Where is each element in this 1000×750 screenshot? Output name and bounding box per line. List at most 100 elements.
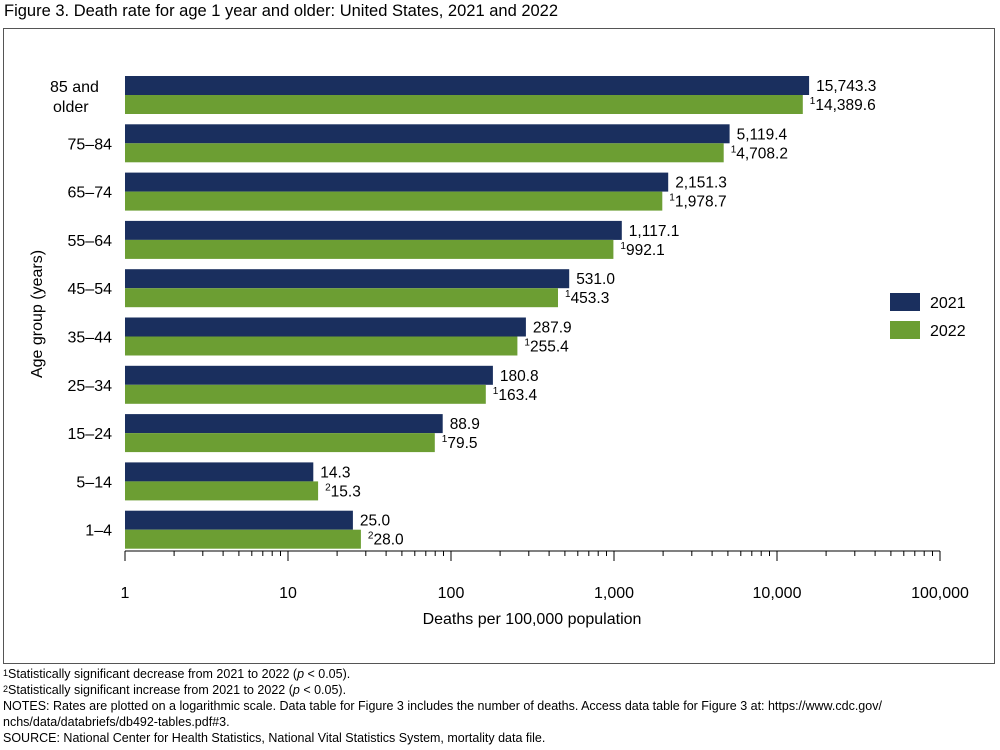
bar-2021-6 bbox=[125, 317, 526, 337]
footnote-1-marker: 1 bbox=[3, 668, 9, 678]
bar-2021-10 bbox=[125, 510, 353, 530]
footnote-marker: 2 bbox=[325, 482, 331, 493]
bar-2022-8 bbox=[125, 433, 435, 453]
bars-layer: 15,743.35,119.42,151.31,117.1531.0287.91… bbox=[125, 76, 876, 549]
data-label-value: 255.4 bbox=[530, 339, 569, 356]
category-label: 35–44 bbox=[68, 330, 113, 347]
footnote-1-text: Statistically significant decrease from … bbox=[8, 667, 298, 681]
category-label: 85 and older bbox=[50, 79, 99, 116]
x-tick-label: 100,000 bbox=[911, 585, 969, 602]
data-label-value: 453.3 bbox=[571, 290, 610, 307]
figure-title: Figure 3. Death rate for age 1 year and … bbox=[4, 2, 559, 20]
data-label-value: 4,708.2 bbox=[736, 145, 788, 162]
y-axis-label: Age group (years) bbox=[29, 250, 46, 378]
bar-2022-2 bbox=[125, 143, 724, 163]
bar-2021-4 bbox=[125, 220, 622, 240]
data-label-2022-1: 114,389.6 bbox=[810, 96, 876, 114]
footnote-marker: 1 bbox=[524, 338, 530, 349]
data-label-2021-5: 531.0 bbox=[576, 271, 615, 288]
data-label-value: 14,389.6 bbox=[815, 97, 875, 114]
footnote-marker: 1 bbox=[620, 241, 626, 252]
category-label: 55–64 bbox=[68, 233, 113, 250]
notes-line-2: nchs/data/databriefs/db492-tables.pdf#3. bbox=[3, 715, 230, 729]
category-label: 65–74 bbox=[68, 185, 113, 202]
data-label-2022-5: 1453.3 bbox=[565, 289, 609, 307]
data-label-value: 992.1 bbox=[626, 242, 665, 259]
category-label-line: 1–4 bbox=[85, 523, 112, 540]
category-label: 45–54 bbox=[68, 281, 113, 298]
bar-2021-7 bbox=[125, 365, 493, 385]
legend-label-2022: 2022 bbox=[930, 323, 966, 340]
notes-line-1: NOTES: Rates are plotted on a logarithmi… bbox=[3, 699, 882, 713]
x-tick-label: 1,000 bbox=[594, 585, 634, 602]
bar-2022-7 bbox=[125, 384, 486, 404]
x-tick-label: 1 bbox=[121, 585, 130, 602]
bar-2021-9 bbox=[125, 462, 314, 482]
x-tick-label: 100 bbox=[438, 585, 465, 602]
category-label: 25–34 bbox=[68, 378, 113, 395]
footnote-marker: 1 bbox=[493, 386, 499, 397]
data-label-2021-10: 25.0 bbox=[360, 513, 391, 530]
legend-swatch-2022 bbox=[890, 321, 920, 339]
chart-frame bbox=[3, 28, 995, 664]
data-label-2022-7: 1163.4 bbox=[493, 386, 538, 404]
category-label-line: 15–24 bbox=[68, 426, 113, 443]
bar-2021-3 bbox=[125, 172, 669, 192]
category-label: 75–84 bbox=[68, 136, 113, 153]
data-label-2021-1: 15,743.3 bbox=[816, 78, 876, 95]
footnote-marker: 1 bbox=[669, 193, 675, 204]
footnote-2-tail: < 0.05). bbox=[299, 683, 347, 697]
footnote-marker: 2 bbox=[368, 531, 374, 542]
footnote-marker: 1 bbox=[810, 96, 816, 107]
footnote-1-p: p bbox=[297, 667, 305, 681]
category-labels: 85 and older 75–84 65–74 55–64 45–54 35–44 25–3… bbox=[50, 79, 112, 540]
data-label-value: 79.5 bbox=[447, 435, 477, 452]
bar-2021-8 bbox=[125, 414, 443, 434]
data-label-2021-8: 88.9 bbox=[450, 416, 480, 433]
footnote-2: 2Statistically significant increase from… bbox=[3, 683, 346, 698]
category-label-line: 65–74 bbox=[68, 185, 113, 202]
data-label-2022-9: 215.3 bbox=[325, 482, 361, 500]
bar-2021-5 bbox=[125, 269, 570, 289]
data-label-value: 1,978.7 bbox=[675, 194, 727, 211]
category-label-line: 55–64 bbox=[68, 233, 113, 250]
data-label-2021-7: 180.8 bbox=[500, 368, 539, 385]
data-label-2022-6: 1255.4 bbox=[524, 338, 569, 356]
data-label-2022-10: 228.0 bbox=[368, 531, 404, 549]
data-label-value: 15.3 bbox=[331, 483, 361, 500]
footnote-marker: 1 bbox=[442, 434, 448, 445]
legend: 2021 2022 bbox=[890, 293, 966, 340]
category-label-line: older bbox=[53, 99, 89, 116]
category-label-line: 85 and bbox=[50, 79, 99, 96]
category-label-line: 5–14 bbox=[76, 474, 112, 491]
footnote-1: 1Statistically significant decrease from… bbox=[3, 667, 350, 682]
category-label: 5–14 bbox=[76, 474, 112, 491]
bar-2022-5 bbox=[125, 288, 558, 308]
bar-2022-6 bbox=[125, 336, 518, 356]
bar-2022-3 bbox=[125, 191, 663, 211]
legend-swatch-2021 bbox=[890, 293, 920, 311]
category-label-line: 25–34 bbox=[68, 378, 113, 395]
data-label-value: 28.0 bbox=[373, 532, 404, 549]
bar-2021-1 bbox=[125, 76, 810, 95]
footnote-2-text: Statistically significant increase from … bbox=[8, 683, 293, 697]
category-label: 1–4 bbox=[85, 523, 112, 540]
category-label-line: 35–44 bbox=[68, 330, 113, 347]
data-label-2021-4: 1,117.1 bbox=[629, 223, 680, 240]
data-label-2021-2: 5,119.4 bbox=[737, 126, 788, 143]
bar-2022-4 bbox=[125, 239, 614, 259]
footnote-1-tail: < 0.05). bbox=[304, 667, 351, 681]
category-label: 15–24 bbox=[68, 426, 113, 443]
legend-label-2021: 2021 bbox=[930, 295, 966, 312]
source-line: SOURCE: National Center for Health Stati… bbox=[3, 731, 546, 745]
footnote-2-marker: 2 bbox=[3, 684, 9, 694]
category-label-line: 45–54 bbox=[68, 281, 113, 298]
bar-2022-10 bbox=[125, 529, 361, 549]
data-label-2022-3: 11,978.7 bbox=[669, 193, 726, 211]
footnote-2-p: p bbox=[292, 683, 300, 697]
x-axis-label: Deaths per 100,000 population bbox=[423, 611, 642, 628]
data-label-2021-6: 287.9 bbox=[533, 320, 572, 337]
category-label-line: 75–84 bbox=[68, 136, 113, 153]
bar-2022-9 bbox=[125, 481, 319, 501]
data-label-2021-3: 2,151.3 bbox=[675, 175, 727, 192]
